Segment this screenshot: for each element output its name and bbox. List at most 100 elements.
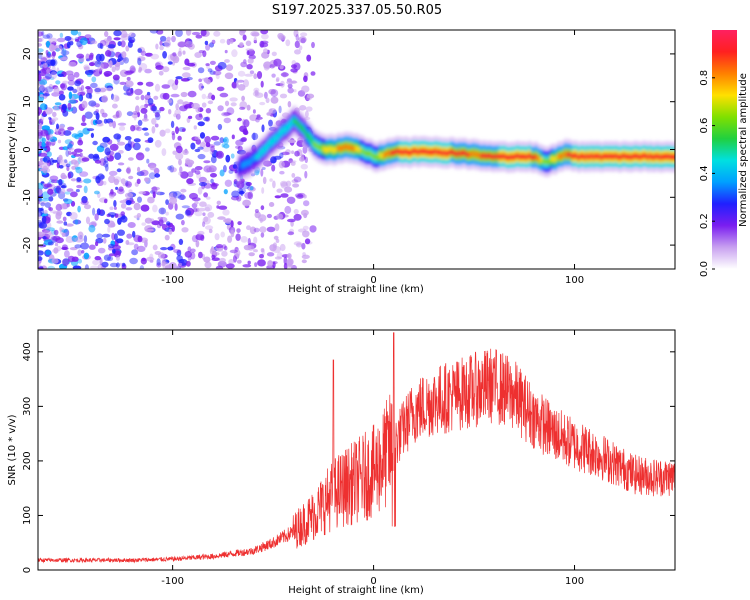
spectrogram-noise-cell (175, 113, 181, 120)
spectrogram-noise-cell (140, 169, 149, 177)
spectrogram-noise-cell (254, 209, 259, 213)
spectrogram-ridge-cell (273, 136, 276, 143)
spectrogram-noise-cell (68, 61, 77, 67)
spectrogram-noise-cell (88, 244, 96, 250)
spectrogram-ridge-cell (469, 152, 472, 158)
spectrogram-ridge-cell (670, 154, 673, 160)
spectrogram-noise-cell (40, 202, 46, 207)
spectrogram-noise-cell (38, 250, 44, 256)
spectrogram-ridge-cell (595, 153, 598, 159)
spectrogram-noise-cell (160, 207, 165, 215)
spectrogram-noise-cell (117, 162, 125, 166)
spectrogram-noise-cell (49, 70, 58, 75)
spectrogram-noise-cell (221, 112, 231, 117)
spectrogram-noise-cell (114, 152, 122, 160)
spectrogram-noise-cell (125, 70, 135, 74)
spectrogram-noise-cell (259, 101, 266, 106)
spectrogram-ridge-cell (433, 148, 437, 155)
spectrogram-noise-cell (46, 222, 52, 230)
spectrogram-ridge-cell (533, 154, 537, 161)
spectrogram-noise-cell (269, 178, 273, 182)
spectrogram-noise-cell (38, 231, 45, 238)
spectrogram-noise-cell (154, 139, 162, 148)
spectrogram-noise-cell (195, 166, 203, 171)
spectrogram-noise-cell (58, 90, 64, 96)
spectrogram-noise-cell (290, 68, 298, 73)
spectrogram-noise-cell (128, 32, 136, 38)
spectrogram-noise-cell (123, 57, 129, 64)
spectrogram-noise-cell (120, 40, 126, 48)
spectrogram-noise-cell (59, 226, 63, 232)
spectrogram-ridge-cell (500, 153, 503, 160)
spectrogram-noise-cell (42, 236, 47, 240)
spectrogram-noise-cell (291, 64, 297, 69)
spectrogram-noise-cell (306, 54, 312, 62)
spectrogram-noise-cell (42, 34, 51, 39)
spectrogram-ridge-cell (453, 150, 456, 156)
spectrogram-noise-cell (126, 111, 134, 117)
spectrogram-ridge-cell (364, 150, 368, 156)
spectrogram-noise-cell (197, 67, 205, 74)
spectrogram-noise-cell (116, 238, 124, 244)
spectrogram-noise-cell (261, 33, 269, 40)
spectrogram-noise-cell (260, 42, 269, 48)
spectrogram-noise-cell (172, 52, 177, 57)
spectrogram-noise-cell (134, 88, 143, 96)
spectrogram-y-tick-label: 10 (22, 95, 33, 108)
spectrogram-noise-cell (109, 143, 119, 151)
spectrogram-ridge-cell (381, 152, 385, 159)
spectrogram-noise-cell (242, 34, 247, 41)
spectrogram-noise-cell (65, 149, 70, 157)
spectrogram-noise-cell (48, 207, 53, 212)
spectrogram-noise-cell (38, 200, 46, 205)
spectrogram-noise-cell (223, 143, 230, 149)
snr-x-tick-label: -100 (161, 576, 184, 587)
spectrogram-ridge-cell (325, 147, 328, 154)
spectrogram-noise-cell (151, 186, 158, 194)
spectrogram-noise-cell (84, 204, 91, 210)
spectrogram-noise-cell (105, 39, 109, 48)
spectrogram-noise-cell (56, 220, 64, 224)
spectrogram-ridge-cell (557, 153, 560, 160)
spectrogram-noise-cell (266, 252, 275, 257)
spectrogram-ridge-cell (390, 150, 393, 156)
spectrogram-ridge-cell (281, 127, 285, 134)
spectrogram-ridge-cell (516, 152, 520, 159)
spectrogram-ridge-cell (356, 146, 359, 152)
spectrogram-noise-cell (42, 147, 47, 151)
spectrogram-noise-cell (58, 179, 63, 186)
spectrogram-noise-cell (146, 256, 155, 262)
spectrogram-noise-cell (171, 35, 176, 43)
spectrogram-ridge-cell (609, 153, 613, 159)
spectrogram-noise-cell (113, 30, 122, 37)
spectrogram-noise-cell (91, 76, 97, 83)
spectrogram-ridge-cell (514, 154, 517, 160)
spectrogram-noise-cell (125, 200, 132, 206)
spectrogram-noise-cell (158, 207, 167, 215)
spectrogram-noise-cell (62, 258, 70, 267)
snr-y-tick-label: 100 (22, 506, 33, 525)
spectrogram-ridge-cell (352, 145, 355, 152)
spectrogram-noise-cell (247, 245, 255, 251)
spectrogram-noise-cell (45, 59, 55, 66)
spectrogram-noise-cell (263, 48, 269, 54)
spectrogram-ridge-cell (412, 148, 416, 155)
spectrogram-ridge-cell (523, 154, 527, 160)
spectrogram-noise-cell (223, 245, 228, 251)
colorbar-tick-label: 0.2 (699, 213, 710, 229)
spectrogram-noise-cell (234, 249, 241, 257)
spectrogram-noise-cell (127, 222, 136, 228)
spectrogram-noise-cell (206, 167, 215, 173)
spectrogram-noise-cell (252, 109, 256, 114)
spectrogram-noise-cell (154, 112, 160, 118)
spectrogram-noise-cell (136, 171, 145, 177)
spectrogram-ridge-cell (327, 146, 330, 153)
spectrogram-noise-cell (53, 185, 62, 193)
spectrogram-noise-cell (85, 216, 91, 225)
spectrogram-noise-cell (124, 136, 132, 141)
spectrogram-ridge-cell (424, 148, 427, 154)
spectrogram-noise-cell (81, 196, 88, 204)
spectrogram-ridge-cell (446, 150, 449, 157)
spectrogram-ridge-cell (494, 153, 497, 159)
spectrogram-noise-cell (121, 51, 127, 59)
